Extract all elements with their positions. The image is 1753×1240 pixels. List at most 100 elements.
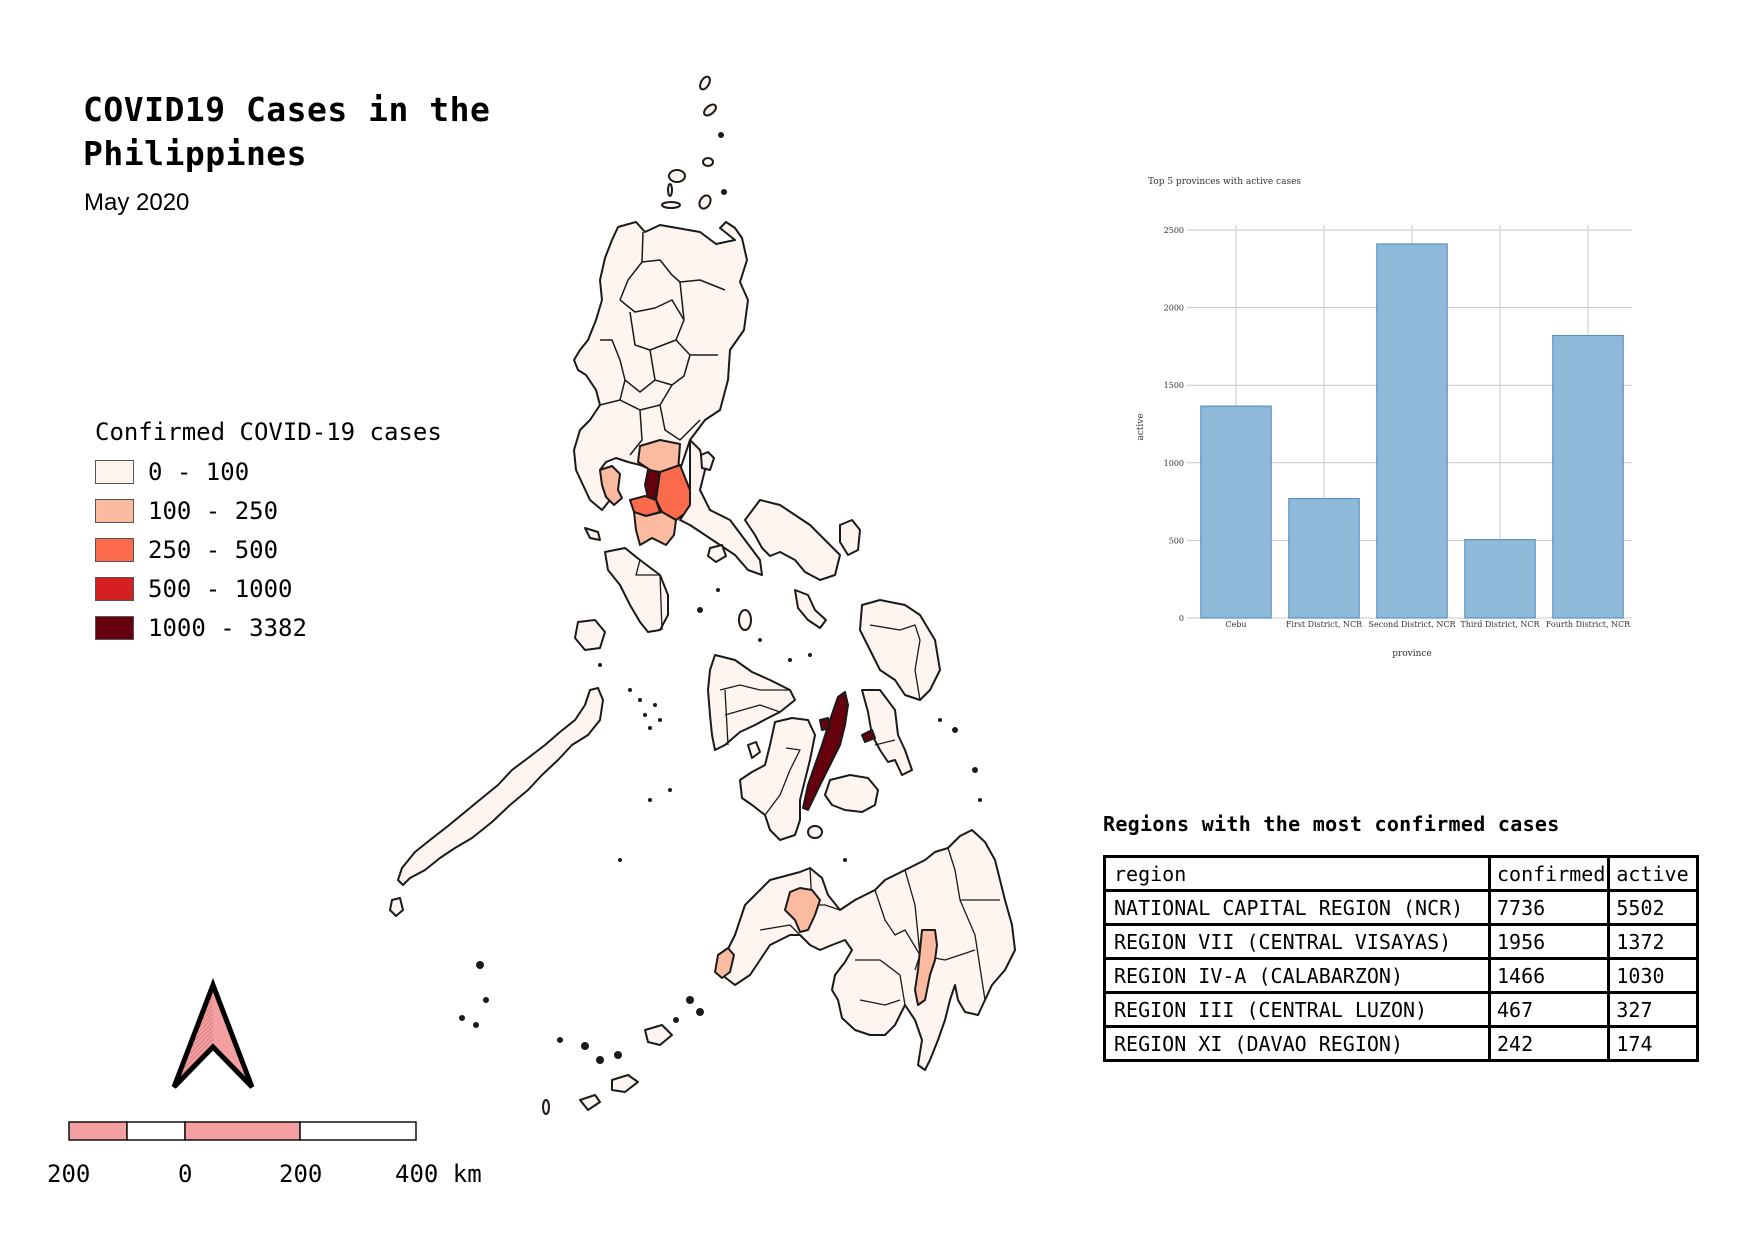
chart-y-ticks: 0 500 1000 1500 2000 2500 [1164, 226, 1184, 623]
chart-title: Top 5 provinces with active cases [1148, 177, 1301, 187]
y-tick-label: 1000 [1164, 459, 1184, 468]
davao-city-province [914, 929, 938, 1006]
bar [1552, 334, 1624, 619]
bantayan-island [819, 717, 831, 731]
cell-active: 1372 [1607, 923, 1700, 960]
x-tick-label: Second District, NCR [1369, 620, 1457, 629]
legend-swatch-1 [95, 498, 134, 523]
luzon-province-borders [599, 231, 726, 456]
x-tick-label: Fourth District, NCR [1546, 620, 1631, 629]
cell-confirmed: 7736 [1487, 889, 1611, 926]
sulu-islands [459, 961, 704, 1115]
legend-item: 100 - 250 [95, 491, 442, 530]
cell-region: REGION VII (CENTRAL VISAYAS) [1103, 923, 1491, 960]
camarines-region [744, 499, 841, 581]
cell-confirmed: 467 [1487, 991, 1611, 1028]
northern-islands [661, 75, 727, 210]
bicol-peninsula [679, 439, 763, 576]
cell-region: REGION IV-A (CALABARZON) [1103, 957, 1491, 994]
table-title: Regions with the most confirmed cases [1103, 812, 1560, 836]
samar-island [859, 599, 941, 701]
cell-region: REGION III (CENTRAL LUZON) [1103, 991, 1491, 1028]
table-row: REGION XI (DAVAO REGION) 242 174 [1103, 1025, 1700, 1062]
legend-swatch-3 [95, 576, 134, 601]
table-row: REGION IV-A (CALABARZON) 1466 1030 [1103, 957, 1700, 994]
cell-active: 174 [1607, 1025, 1700, 1062]
x-tick-label: Third District, NCR [1460, 620, 1540, 629]
romblon-island [738, 609, 752, 631]
table-row: REGION VII (CENTRAL VISAYAS) 1956 1372 [1103, 923, 1700, 960]
camotes-island [861, 729, 876, 743]
chart-bars [1200, 243, 1624, 619]
bar-chart: Top 5 provinces with active cases 0 500 10… [1136, 177, 1632, 659]
table-row: REGION III (CENTRAL LUZON) 467 327 [1103, 991, 1700, 1028]
regions-table: region confirmed active NATIONAL CAPITAL… [1103, 855, 1700, 1062]
column-header-region: region [1103, 855, 1491, 892]
mindanao-island [721, 829, 1016, 1071]
polillo-island [700, 451, 715, 471]
bataan-province [599, 465, 623, 506]
guimaras-island [747, 741, 761, 759]
y-tick-label: 0 [1179, 614, 1184, 623]
panay-island [707, 654, 796, 751]
legend-item: 1000 - 3382 [95, 608, 442, 647]
siquijor-island [807, 825, 823, 839]
cebu-island [802, 691, 849, 811]
legend-title: Confirmed COVID-19 cases [95, 418, 442, 446]
y-tick-label: 2000 [1164, 304, 1184, 313]
marinduque-island [707, 544, 727, 563]
scale-label-right: 400 km [395, 1160, 482, 1188]
mindanao-province-borders [759, 847, 1000, 1006]
bar [1200, 405, 1272, 619]
bohol-island [824, 774, 879, 813]
cell-active: 1030 [1607, 957, 1700, 994]
scale-label-zero: 0 [178, 1160, 193, 1188]
bar [1288, 497, 1360, 619]
legend-item: 0 - 100 [95, 452, 442, 491]
philippines-map [389, 75, 1016, 1115]
y-tick-label: 1500 [1164, 381, 1184, 390]
batangas-province [633, 511, 677, 546]
map-title: COVID19 Cases in the Philippines [83, 90, 491, 173]
zamboanga-city-province [714, 947, 735, 979]
busuanga-island [574, 619, 606, 651]
x-tick-label: First District, NCR [1286, 620, 1363, 629]
scale-bar [68, 1121, 417, 1141]
mindoro-island [604, 547, 669, 633]
legend-label: 500 - 1000 [148, 574, 293, 603]
lubang-island [584, 527, 601, 541]
y-tick-label: 2500 [1164, 226, 1184, 235]
scale-label-left: 200 [47, 1160, 91, 1188]
column-header-confirmed: confirmed [1487, 855, 1611, 892]
catanduanes-island [839, 519, 861, 556]
map-legend: Confirmed COVID-19 cases 0 - 100 100 - 2… [95, 418, 442, 647]
cell-confirmed: 242 [1487, 1025, 1611, 1062]
legend-swatch-4 [95, 615, 134, 640]
north-arrow-icon [171, 977, 255, 1089]
chart-x-ticks: Cebu First District, NCR Second District, … [1225, 620, 1631, 629]
legend-swatch-0 [95, 459, 134, 484]
legend-item: 250 - 500 [95, 530, 442, 569]
masbate-island [794, 589, 827, 629]
legend-label: 0 - 100 [148, 457, 250, 486]
y-tick-label: 500 [1169, 536, 1184, 545]
bar [1464, 539, 1536, 619]
cell-region: REGION XI (DAVAO REGION) [1103, 1025, 1491, 1062]
table-header-row: region confirmed active [1103, 855, 1700, 892]
chart-x-label: province [1392, 649, 1432, 659]
cell-confirmed: 1466 [1487, 957, 1611, 994]
balabac-island [389, 897, 404, 917]
cell-confirmed: 1956 [1487, 923, 1611, 960]
cell-active: 327 [1607, 991, 1700, 1028]
negros-island [739, 717, 816, 841]
palawan-island [397, 687, 604, 886]
table-row: NATIONAL CAPITAL REGION (NCR) 7736 5502 [1103, 889, 1700, 926]
legend-label: 250 - 500 [148, 535, 279, 564]
legend-item: 500 - 1000 [95, 569, 442, 608]
cell-active: 5502 [1607, 889, 1700, 926]
bar [1376, 243, 1448, 619]
column-header-active: active [1607, 855, 1700, 892]
misamis-oriental-province [784, 887, 821, 933]
map-subtitle: May 2020 [84, 189, 190, 216]
scale-label-mid: 200 [279, 1160, 323, 1188]
